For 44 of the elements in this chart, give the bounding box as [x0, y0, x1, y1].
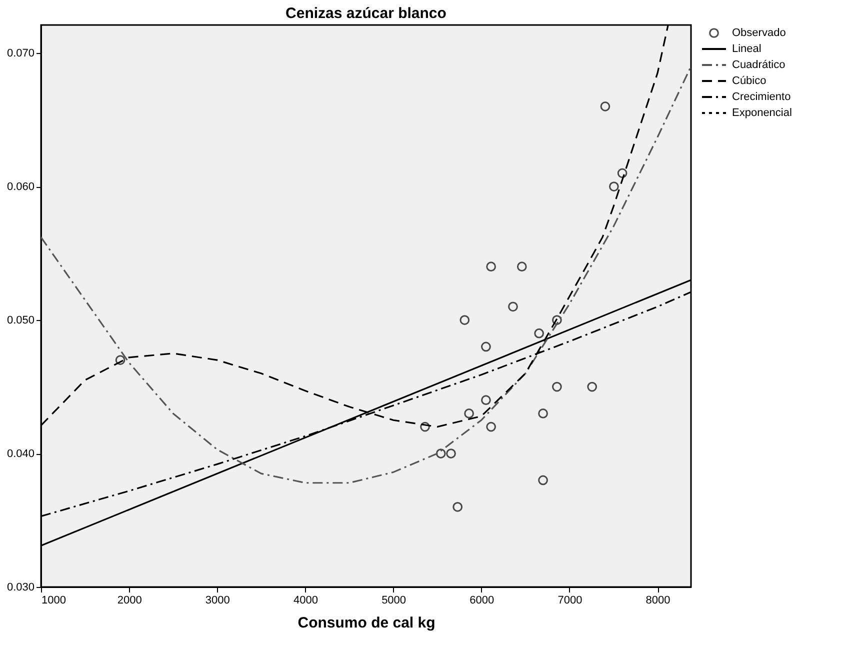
y-tick-label: 0.070	[6, 48, 34, 60]
point	[600, 102, 610, 112]
point	[486, 262, 496, 272]
point	[436, 448, 446, 458]
point	[552, 315, 562, 325]
line-series	[41, 66, 691, 484]
legend-label: Exponencial	[732, 107, 792, 119]
point	[115, 355, 126, 365]
point	[587, 382, 598, 392]
point	[609, 182, 619, 192]
point	[481, 342, 491, 352]
legend-label: Crecimiento	[732, 91, 791, 103]
x-tick-label: 3000	[205, 594, 230, 606]
point	[538, 475, 548, 486]
point	[452, 502, 463, 512]
x-tick-label: 6000	[470, 594, 494, 606]
x-tick-label: 4000	[293, 594, 318, 606]
point	[481, 395, 491, 406]
x-tick-label: 7000	[558, 594, 582, 606]
point	[460, 315, 470, 325]
legend-label: Observado	[732, 27, 786, 39]
point	[516, 262, 527, 272]
x-tick-label: 2000	[117, 594, 142, 606]
y-tick-label: 0.030	[6, 582, 34, 594]
point	[552, 382, 562, 392]
y-tick-label: 0.060	[6, 181, 34, 194]
point	[538, 408, 548, 418]
y-tick-label: 0.050	[6, 314, 34, 327]
point	[446, 448, 456, 458]
x-tick-label: 1000	[42, 594, 66, 606]
point	[617, 168, 628, 178]
point	[420, 422, 430, 432]
x-axis-title: Consumo de cal kg	[298, 614, 436, 632]
legend-label: Lineal	[732, 43, 762, 55]
x-tick-label: 5000	[382, 594, 406, 606]
point	[534, 328, 544, 338]
legend-label: Cuadrático	[732, 59, 786, 71]
point	[508, 302, 518, 312]
point	[486, 422, 496, 432]
x-tick-label: 8000	[646, 594, 670, 606]
point	[464, 408, 474, 418]
y-tick-label: 0.040	[6, 448, 34, 460]
chart-title: Cenizas azúcar blanco	[286, 5, 446, 22]
legend-label: Cúbico	[732, 75, 766, 87]
